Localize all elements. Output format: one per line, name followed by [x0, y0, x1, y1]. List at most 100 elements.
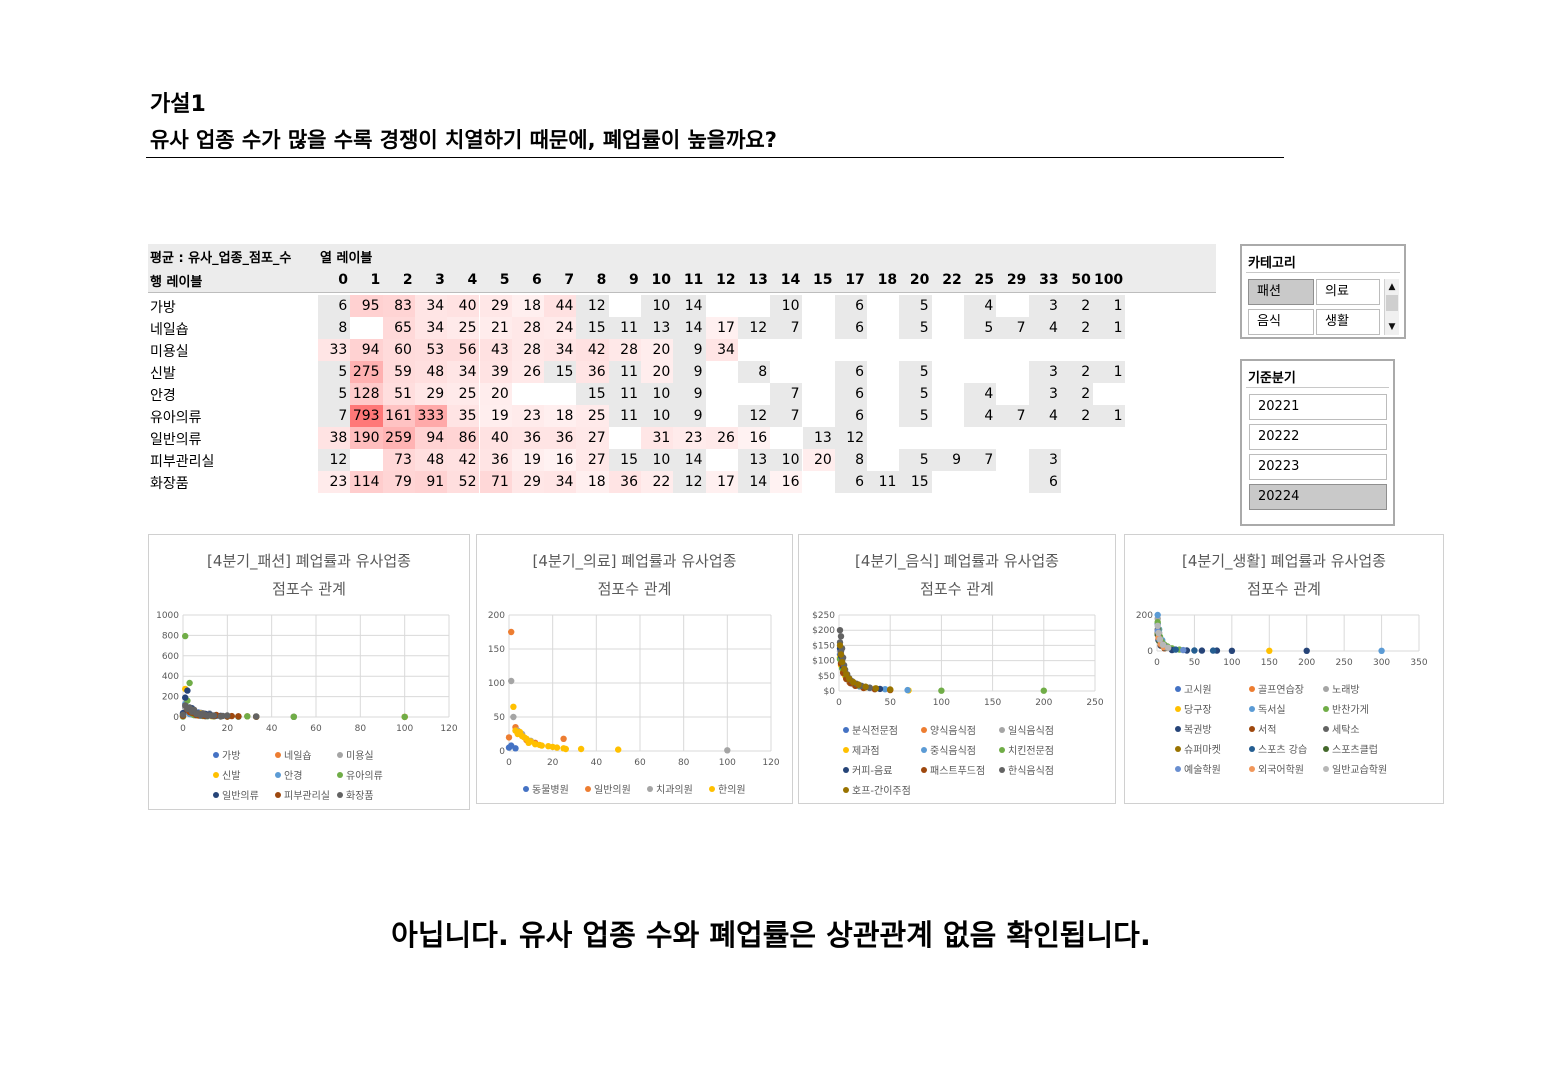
chart-living[interactable]: [4분기_생활] 폐업률과 유사업종 점포수 관계 0 50 100 150 200 250… [1124, 534, 1444, 804]
scroll-thumb[interactable] [1386, 295, 1398, 311]
quarter-item-20221[interactable]: 20221 [1249, 394, 1387, 420]
pivot-cell[interactable]: 15 [608, 449, 641, 471]
pivot-cell[interactable]: 27 [576, 449, 609, 471]
pivot-cell[interactable]: 7 [318, 405, 351, 427]
pivot-cell[interactable] [1093, 471, 1125, 493]
pivot-cell[interactable]: 1 [1093, 317, 1126, 339]
pivot-cell[interactable] [932, 339, 964, 361]
pivot-cell[interactable]: 28 [511, 339, 545, 361]
pivot-cell[interactable]: 2 [1060, 383, 1094, 405]
pivot-cell[interactable] [609, 295, 641, 317]
pivot-cell[interactable]: 94 [414, 427, 448, 449]
pivot-cell[interactable]: 42 [447, 449, 480, 471]
pivot-cell[interactable]: 259 [382, 427, 415, 449]
pivot-cell[interactable] [1061, 339, 1093, 361]
pivot-cell[interactable]: 5 [899, 383, 932, 405]
pivot-cell[interactable]: 161 [382, 405, 415, 427]
pivot-cell[interactable]: 7 [770, 405, 803, 427]
pivot-cell[interactable]: 4 [964, 295, 997, 317]
pivot-cell[interactable] [1029, 427, 1061, 449]
pivot-cell[interactable] [706, 405, 738, 427]
pivot-cell[interactable]: 39 [479, 361, 512, 383]
pivot-cell[interactable]: 6 [834, 405, 868, 427]
pivot-cell[interactable]: 65 [382, 317, 415, 339]
pivot-cell[interactable] [1093, 427, 1125, 449]
pivot-cell[interactable] [706, 295, 738, 317]
category-item-fashion[interactable]: 패션 [1248, 279, 1314, 305]
pivot-cell[interactable]: 12 [737, 317, 771, 339]
category-item-living[interactable]: 생활 [1316, 309, 1380, 335]
pivot-cell[interactable]: 35 [447, 405, 480, 427]
pivot-cell[interactable] [932, 405, 964, 427]
pivot-cell[interactable] [706, 383, 738, 405]
pivot-cell[interactable] [867, 295, 899, 317]
pivot-cell[interactable]: 190 [350, 427, 383, 449]
scatter-plot[interactable]: 0 20 40 60 80 100 120 0 200 400 600 800 1000 [149, 535, 469, 809]
pivot-cell[interactable]: 51 [382, 383, 415, 405]
pivot-cell[interactable]: 36 [511, 427, 545, 449]
pivot-cell[interactable]: 6 [834, 471, 868, 493]
pivot-cell[interactable] [803, 361, 835, 383]
pivot-cell[interactable] [867, 317, 899, 339]
pivot-cell[interactable]: 13 [641, 317, 674, 339]
category-slicer-scrollbar[interactable]: ▲ ▼ [1384, 279, 1399, 335]
pivot-cell[interactable]: 6 [1028, 471, 1061, 493]
pivot-cell[interactable]: 53 [414, 339, 448, 361]
pivot-cell[interactable]: 24 [544, 317, 577, 339]
pivot-cell[interactable]: 3 [1028, 449, 1061, 471]
pivot-cell[interactable]: 114 [350, 471, 383, 493]
pivot-cell[interactable]: 91 [414, 471, 448, 493]
pivot-cell[interactable]: 16 [770, 471, 803, 493]
pivot-cell[interactable]: 11 [608, 383, 641, 405]
pivot-cell[interactable] [867, 339, 899, 361]
pivot-cell[interactable] [1029, 339, 1061, 361]
pivot-cell[interactable]: 6 [318, 295, 351, 317]
pivot-cell[interactable]: 19 [511, 449, 545, 471]
pivot-cell[interactable]: 23 [318, 471, 351, 493]
pivot-column-labels-button[interactable]: 열 레이블 [320, 251, 373, 266]
pivot-cell[interactable]: 26 [705, 427, 738, 449]
pivot-cell[interactable]: 26 [511, 361, 545, 383]
pivot-cell[interactable]: 793 [350, 405, 383, 427]
pivot-cell[interactable]: 33 [318, 339, 351, 361]
pivot-cell[interactable]: 48 [414, 361, 448, 383]
pivot-cell[interactable] [803, 339, 835, 361]
pivot-cell[interactable]: 1 [1093, 361, 1126, 383]
pivot-cell[interactable]: 34 [544, 471, 577, 493]
category-item-food[interactable]: 음식 [1248, 309, 1314, 335]
scatter-plot[interactable]: 0 20 40 60 80 100 120 0 50 100 150 200 [477, 535, 792, 803]
pivot-cell[interactable]: 38 [318, 427, 351, 449]
pivot-cell[interactable]: 9 [931, 449, 964, 471]
pivot-row-labels-button[interactable]: 행 레이블 [150, 275, 203, 290]
pivot-cell[interactable]: 20 [479, 383, 512, 405]
pivot-cell[interactable]: 29 [511, 471, 545, 493]
pivot-cell[interactable] [996, 383, 1028, 405]
pivot-cell[interactable]: 8 [737, 361, 771, 383]
pivot-cell[interactable]: 12 [576, 295, 609, 317]
pivot-cell[interactable]: 4 [1028, 405, 1061, 427]
pivot-cell[interactable] [964, 471, 996, 493]
pivot-cell[interactable]: 7 [770, 383, 803, 405]
pivot-cell[interactable]: 2 [1060, 361, 1094, 383]
pivot-cell[interactable] [996, 339, 1028, 361]
pivot-cell[interactable]: 14 [673, 449, 706, 471]
category-item-medical[interactable]: 의료 [1316, 279, 1380, 305]
chart-medical[interactable]: [4분기_의료] 폐업률과 유사업종 점포수 관계 0 20 40 60 80 100 120… [476, 534, 793, 804]
pivot-cell[interactable]: 36 [608, 471, 641, 493]
pivot-cell[interactable]: 29 [479, 295, 512, 317]
pivot-cell[interactable]: 6 [834, 361, 868, 383]
pivot-cell[interactable] [1061, 449, 1093, 471]
pivot-cell[interactable]: 5 [964, 317, 997, 339]
pivot-cell[interactable] [996, 295, 1028, 317]
pivot-cell[interactable] [1093, 383, 1125, 405]
scatter-plot[interactable]: 0 50 100 150 200 250 300 350 0 200 [1125, 535, 1443, 803]
pivot-cell[interactable]: 9 [673, 339, 706, 361]
pivot-cell[interactable]: 2 [1060, 405, 1094, 427]
pivot-cell[interactable]: 7 [770, 317, 803, 339]
pivot-cell[interactable] [932, 361, 964, 383]
pivot-cell[interactable] [1093, 339, 1125, 361]
pivot-cell[interactable]: 43 [479, 339, 512, 361]
pivot-cell[interactable]: 10 [770, 449, 803, 471]
pivot-cell[interactable]: 9 [673, 383, 706, 405]
pivot-cell[interactable]: 48 [414, 449, 448, 471]
